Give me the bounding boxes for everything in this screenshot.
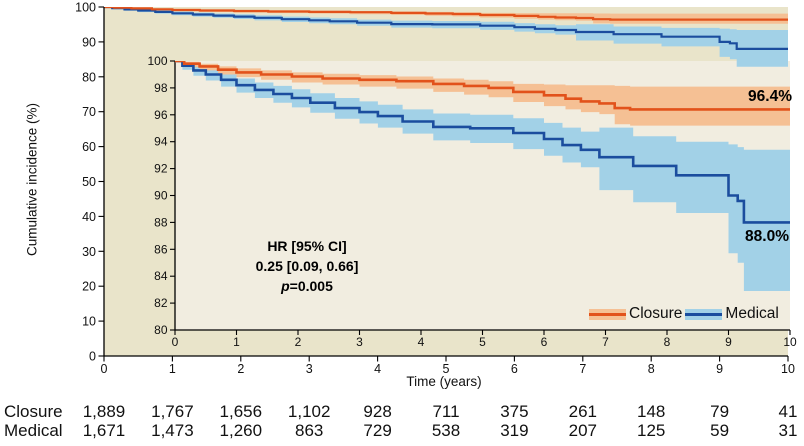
main-y-tick-label: 10 — [82, 315, 96, 329]
risk-count-medical-year3: 863 — [295, 421, 324, 440]
legend: Closure Medical — [589, 305, 782, 323]
risk-row-label-closure: Closure — [4, 402, 63, 421]
x-axis-title: Time (years) — [406, 374, 482, 389]
p-value: =0.005 — [289, 278, 333, 294]
inset-x-tick-label: 6 — [541, 335, 548, 349]
inset-x-tick-label: 9 — [725, 335, 732, 349]
risk-count-closure-year1: 1,767 — [151, 402, 194, 421]
medical-end-label: 88.0% — [745, 228, 789, 245]
risk-count-medical-year5: 538 — [431, 421, 461, 440]
inset-y-tick-label: 82 — [154, 296, 168, 310]
inset-x-tick-label: 5 — [479, 335, 486, 349]
inset-y-tick-label: 96 — [154, 108, 168, 122]
inset-x-tick-label: 3 — [356, 335, 363, 349]
risk-row-label-medical: Medical — [4, 421, 63, 440]
risk-count-medical-year8: 125 — [637, 421, 666, 440]
inset-y-tick-label: 86 — [154, 242, 168, 256]
inset-y-tick-label: 94 — [154, 135, 168, 149]
risk-count-medical-year10: 31 — [778, 421, 798, 440]
main-x-tick-label: 6 — [511, 362, 518, 376]
risk-count-closure-year4: 928 — [363, 402, 392, 421]
risk-count-closure-year0: 1,889 — [82, 402, 126, 421]
inset-x-tick-label: 2 — [295, 335, 302, 349]
main-x-tick-label: 1 — [169, 362, 176, 376]
main-y-tick-label: 50 — [82, 175, 96, 189]
hr-annotation-pvalue: p=0.005 — [207, 276, 407, 296]
inset-x-tick-label: 8 — [664, 335, 671, 349]
main-x-tick-label: 9 — [716, 362, 723, 376]
risk-count-medical-year2: 1,260 — [219, 421, 263, 440]
risk-count-closure-year5: 711 — [432, 402, 460, 421]
medical-curve-main — [104, 7, 788, 50]
medical-curve-inset — [175, 61, 790, 224]
main-x-tick-label: 8 — [648, 362, 655, 376]
main-y-tick-label: 20 — [82, 280, 96, 294]
main-x-tick-label: 3 — [306, 362, 313, 376]
risk-count-closure-year8: 148 — [637, 402, 666, 421]
legend-label-medical: Medical — [725, 305, 779, 322]
inset-x-tick-label: 1 — [233, 335, 240, 349]
inset-x-tick-label: 4 — [418, 335, 425, 349]
main-y-tick-label: 100 — [75, 1, 96, 15]
p-symbol: p — [281, 278, 290, 294]
hr-annotation: HR [95% CI] 0.25 [0.09, 0.66] p=0.005 — [207, 236, 407, 296]
closure-band-swatch-icon — [589, 308, 626, 320]
risk-count-medical-year0: 1,671 — [82, 421, 126, 440]
main-x-tick-label: 7 — [579, 362, 586, 376]
risk-count-closure-year7: 261 — [568, 402, 597, 421]
risk-count-closure-year9: 79 — [710, 402, 730, 421]
closure-curve-main — [104, 7, 788, 21]
risk-count-medical-year1: 1,473 — [151, 421, 194, 440]
inset-y-tick-label: 88 — [154, 215, 168, 229]
main-x-tick-label: 4 — [374, 362, 381, 376]
inset-y-tick-label: 80 — [154, 323, 168, 337]
risk-count-medical-year7: 207 — [568, 421, 597, 440]
risk-count-closure-year2: 1,656 — [219, 402, 263, 421]
hr-annotation-line1: HR [95% CI] — [267, 238, 347, 254]
inset-y-tick-label: 90 — [154, 189, 168, 203]
main-x-tick-label: 10 — [781, 362, 795, 376]
inset-y-tick-label: 98 — [154, 81, 168, 95]
inset-x-tick-label: 7 — [602, 335, 609, 349]
main-y-tick-label: 40 — [82, 210, 96, 224]
risk-count-closure-year3: 1,102 — [287, 402, 331, 421]
risk-count-medical-year9: 59 — [710, 421, 730, 440]
main-y-tick-label: 30 — [82, 245, 96, 259]
main-y-tick-label: 60 — [82, 140, 96, 154]
medical-band-swatch-icon — [685, 308, 723, 320]
inset-x-tick-label: 10 — [783, 335, 797, 349]
main-y-tick-label: 80 — [82, 70, 96, 84]
closure-curve-inset — [175, 61, 790, 111]
risk-count-closure-year6: 375 — [500, 402, 529, 421]
main-y-tick-label: 70 — [82, 105, 96, 119]
closure-end-label: 96.4% — [748, 88, 792, 105]
risk-count-medical-year6: 319 — [500, 421, 529, 440]
legend-label-closure: Closure — [629, 305, 683, 322]
inset-x-tick-label: 0 — [172, 335, 179, 349]
risk-count-closure-year10: 41 — [778, 402, 798, 421]
risk-count-medical-year4: 729 — [363, 421, 392, 440]
main-x-tick-label: 5 — [443, 362, 450, 376]
y-axis-title: Cumulative incidence (%) — [24, 102, 40, 257]
inset-y-tick-label: 84 — [154, 269, 168, 283]
legend-item-medical: Medical — [685, 305, 779, 323]
hr-annotation-line2: 0.25 [0.09, 0.66] — [255, 258, 359, 274]
inset-y-tick-label: 92 — [154, 162, 168, 176]
main-x-tick-label: 0 — [101, 362, 108, 376]
main-y-tick-label: 90 — [82, 35, 96, 49]
main-y-tick-label: 0 — [89, 350, 96, 364]
inset-y-tick-label: 100 — [147, 54, 167, 68]
legend-item-closure: Closure — [589, 305, 682, 323]
main-x-tick-label: 2 — [237, 362, 244, 376]
